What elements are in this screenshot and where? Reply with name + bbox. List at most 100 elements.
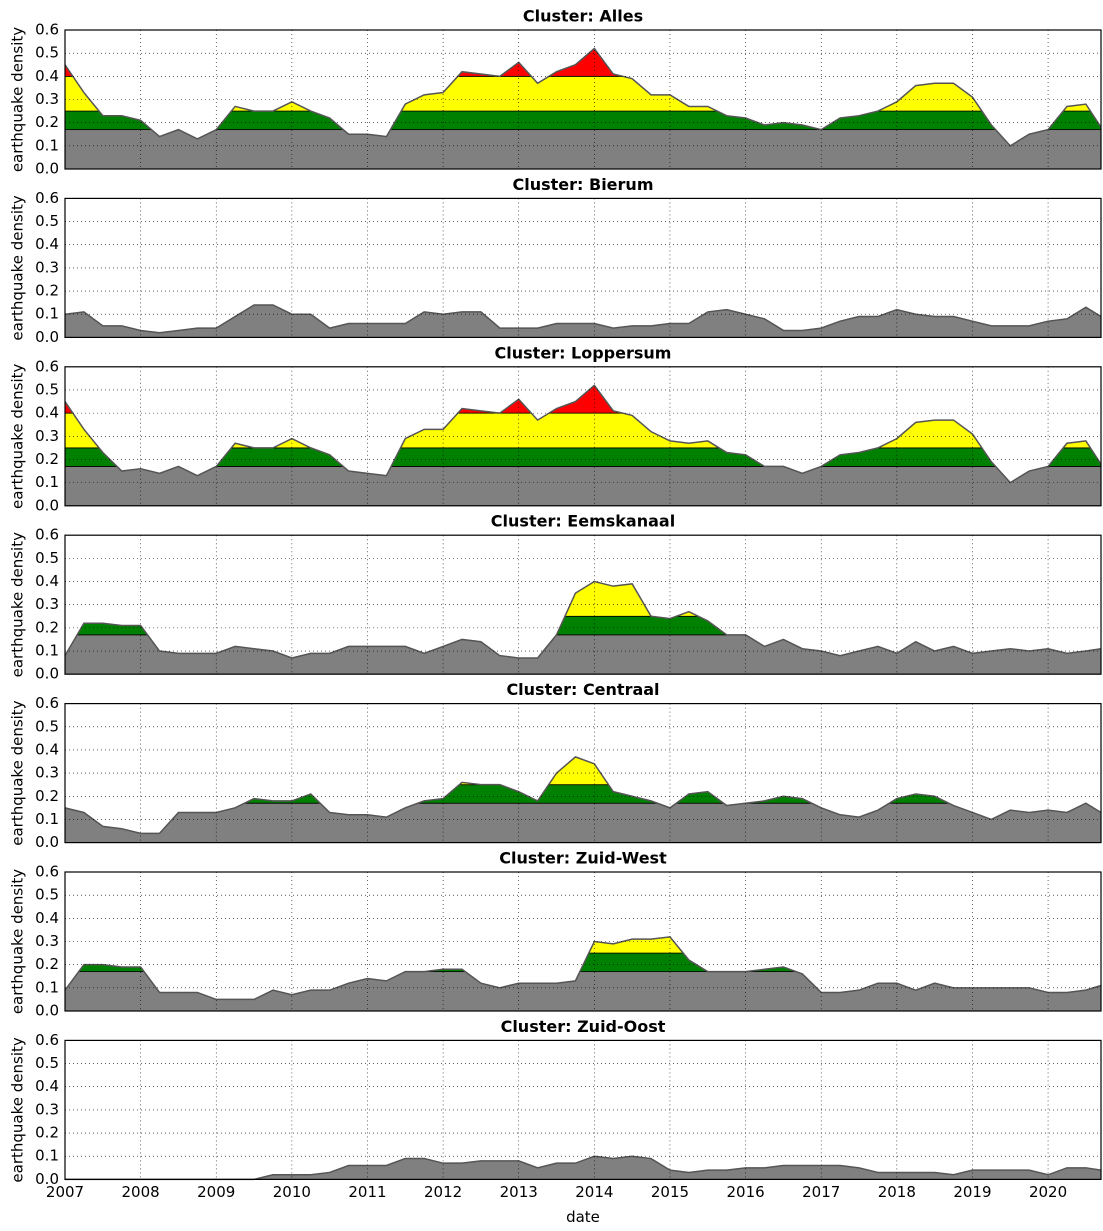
y-tick-label: 0.3 bbox=[35, 427, 59, 445]
x-tick-label: 2019 bbox=[953, 1183, 991, 1201]
x-tick-label: 2009 bbox=[197, 1183, 235, 1201]
y-tick-label: 0.0 bbox=[35, 328, 59, 346]
level-band bbox=[65, 75, 1101, 112]
plot-frame bbox=[64, 871, 1102, 1012]
y-tick-label: 0.1 bbox=[35, 978, 59, 996]
y-tick-label: 0.6 bbox=[35, 694, 59, 712]
y-tick-label: 0.0 bbox=[35, 160, 59, 178]
y-tick-label: 0.6 bbox=[35, 1031, 59, 1049]
panel: Cluster: Alles earthquake density 0.0 0.1 0.… bbox=[9, 7, 1102, 178]
y-tick-label: 0.6 bbox=[35, 189, 59, 207]
y-tick-label: 0.5 bbox=[35, 44, 59, 62]
panel-title: Cluster: Centraal bbox=[506, 680, 659, 699]
level-band bbox=[65, 412, 1101, 449]
y-tick-label: 0.4 bbox=[35, 67, 59, 85]
panel: Cluster: Zuid-Oost earthquake density 0.0 0… bbox=[9, 1017, 1102, 1226]
y-axis-label: earthquake density bbox=[9, 700, 27, 845]
panel: Cluster: Loppersum earthquake density 0.0 0… bbox=[9, 343, 1102, 514]
panel: Cluster: Centraal earthquake density 0.0 0.… bbox=[9, 680, 1102, 851]
panel-title: Cluster: Bierum bbox=[513, 175, 654, 194]
area-line bbox=[64, 580, 1102, 659]
y-tick-label: 0.5 bbox=[35, 212, 59, 230]
x-tick-label: 2013 bbox=[500, 1183, 538, 1201]
y-tick-label: 0.0 bbox=[35, 1002, 59, 1020]
y-tick-label: 0.3 bbox=[35, 764, 59, 782]
y-tick-label: 0.6 bbox=[35, 21, 59, 39]
y-axis-label: earthquake density bbox=[9, 195, 27, 340]
y-tick-label: 0.1 bbox=[35, 810, 59, 828]
level-band bbox=[65, 129, 1101, 169]
x-tick-label: 2011 bbox=[348, 1183, 386, 1201]
y-tick-label: 0.5 bbox=[35, 717, 59, 735]
y-tick-label: 0.4 bbox=[35, 572, 59, 590]
y-tick-label: 0.2 bbox=[35, 282, 59, 300]
y-tick-label: 0.1 bbox=[35, 1147, 59, 1165]
panel-title: Cluster: Zuid-Oost bbox=[501, 1017, 666, 1036]
plot-frame bbox=[64, 197, 1102, 338]
y-tick-label: 0.2 bbox=[35, 787, 59, 805]
y-tick-label: 0.0 bbox=[35, 833, 59, 851]
x-tick-label: 2017 bbox=[802, 1183, 840, 1201]
y-axis-label: earthquake density bbox=[9, 532, 27, 677]
y-tick-label: 0.1 bbox=[35, 305, 59, 323]
y-tick-label: 0.3 bbox=[35, 90, 59, 108]
area-line bbox=[64, 47, 1102, 147]
x-axis-label: date bbox=[566, 1208, 600, 1226]
level-band bbox=[65, 466, 1101, 506]
level-band bbox=[65, 756, 1101, 786]
y-tick-label: 0.3 bbox=[35, 595, 59, 613]
y-tick-label: 0.6 bbox=[35, 357, 59, 375]
y-tick-label: 0.5 bbox=[35, 549, 59, 567]
x-tick-label: 2012 bbox=[424, 1183, 462, 1201]
y-tick-label: 0.2 bbox=[35, 113, 59, 131]
x-tick-label: 2018 bbox=[878, 1183, 916, 1201]
panel-title: Cluster: Zuid-West bbox=[499, 849, 667, 868]
area-line bbox=[64, 756, 1102, 835]
area-line bbox=[64, 384, 1102, 484]
y-tick-label: 0.0 bbox=[35, 496, 59, 514]
level-band bbox=[65, 1121, 1101, 1140]
y-tick-label: 0.6 bbox=[35, 526, 59, 544]
level-band bbox=[65, 304, 1101, 338]
y-tick-label: 0.0 bbox=[35, 665, 59, 683]
y-tick-label: 0.4 bbox=[35, 909, 59, 927]
y-axis-label: earthquake density bbox=[9, 1037, 27, 1182]
level-band bbox=[65, 936, 1101, 954]
y-tick-label: 0.1 bbox=[35, 136, 59, 154]
y-tick-label: 0.5 bbox=[35, 1054, 59, 1072]
panel-title: Cluster: Alles bbox=[523, 7, 643, 26]
y-tick-label: 0.1 bbox=[35, 473, 59, 491]
y-tick-label: 0.3 bbox=[35, 1100, 59, 1118]
y-tick-label: 0.4 bbox=[35, 1077, 59, 1095]
x-tick-label: 2014 bbox=[575, 1183, 613, 1201]
y-tick-label: 0.4 bbox=[35, 740, 59, 758]
plot-frame bbox=[64, 534, 1102, 675]
level-band bbox=[65, 447, 1101, 467]
y-tick-label: 0.2 bbox=[35, 955, 59, 973]
y-tick-label: 0.4 bbox=[35, 235, 59, 253]
panel: Cluster: Eemskanaal earthquake density 0.0… bbox=[9, 512, 1102, 683]
level-band bbox=[65, 802, 1101, 843]
level-band bbox=[65, 615, 1101, 636]
level-band bbox=[65, 245, 1101, 280]
y-tick-label: 0.6 bbox=[35, 863, 59, 881]
x-tick-label: 2008 bbox=[122, 1183, 160, 1201]
y-tick-label: 0.2 bbox=[35, 450, 59, 468]
panel: Cluster: Zuid-West earthquake density 0.0 0… bbox=[9, 849, 1102, 1020]
panel: Cluster: Bierum earthquake density 0.0 0.1 0… bbox=[9, 175, 1102, 346]
y-axis-label: earthquake density bbox=[9, 27, 27, 172]
y-tick-label: 0.5 bbox=[35, 886, 59, 904]
y-tick-label: 0.1 bbox=[35, 642, 59, 660]
y-tick-label: 0.5 bbox=[35, 380, 59, 398]
x-tick-label: 2007 bbox=[46, 1183, 84, 1201]
x-tick-label: 2010 bbox=[273, 1183, 311, 1201]
plot-frame bbox=[64, 366, 1102, 507]
plot-frame bbox=[64, 1039, 1102, 1181]
y-tick-label: 0.3 bbox=[35, 258, 59, 276]
y-tick-label: 0.2 bbox=[35, 618, 59, 636]
plot-frame bbox=[64, 29, 1102, 170]
plot-frame bbox=[64, 702, 1102, 844]
y-axis-label: earthquake density bbox=[9, 364, 27, 509]
y-tick-label: 0.4 bbox=[35, 404, 59, 422]
